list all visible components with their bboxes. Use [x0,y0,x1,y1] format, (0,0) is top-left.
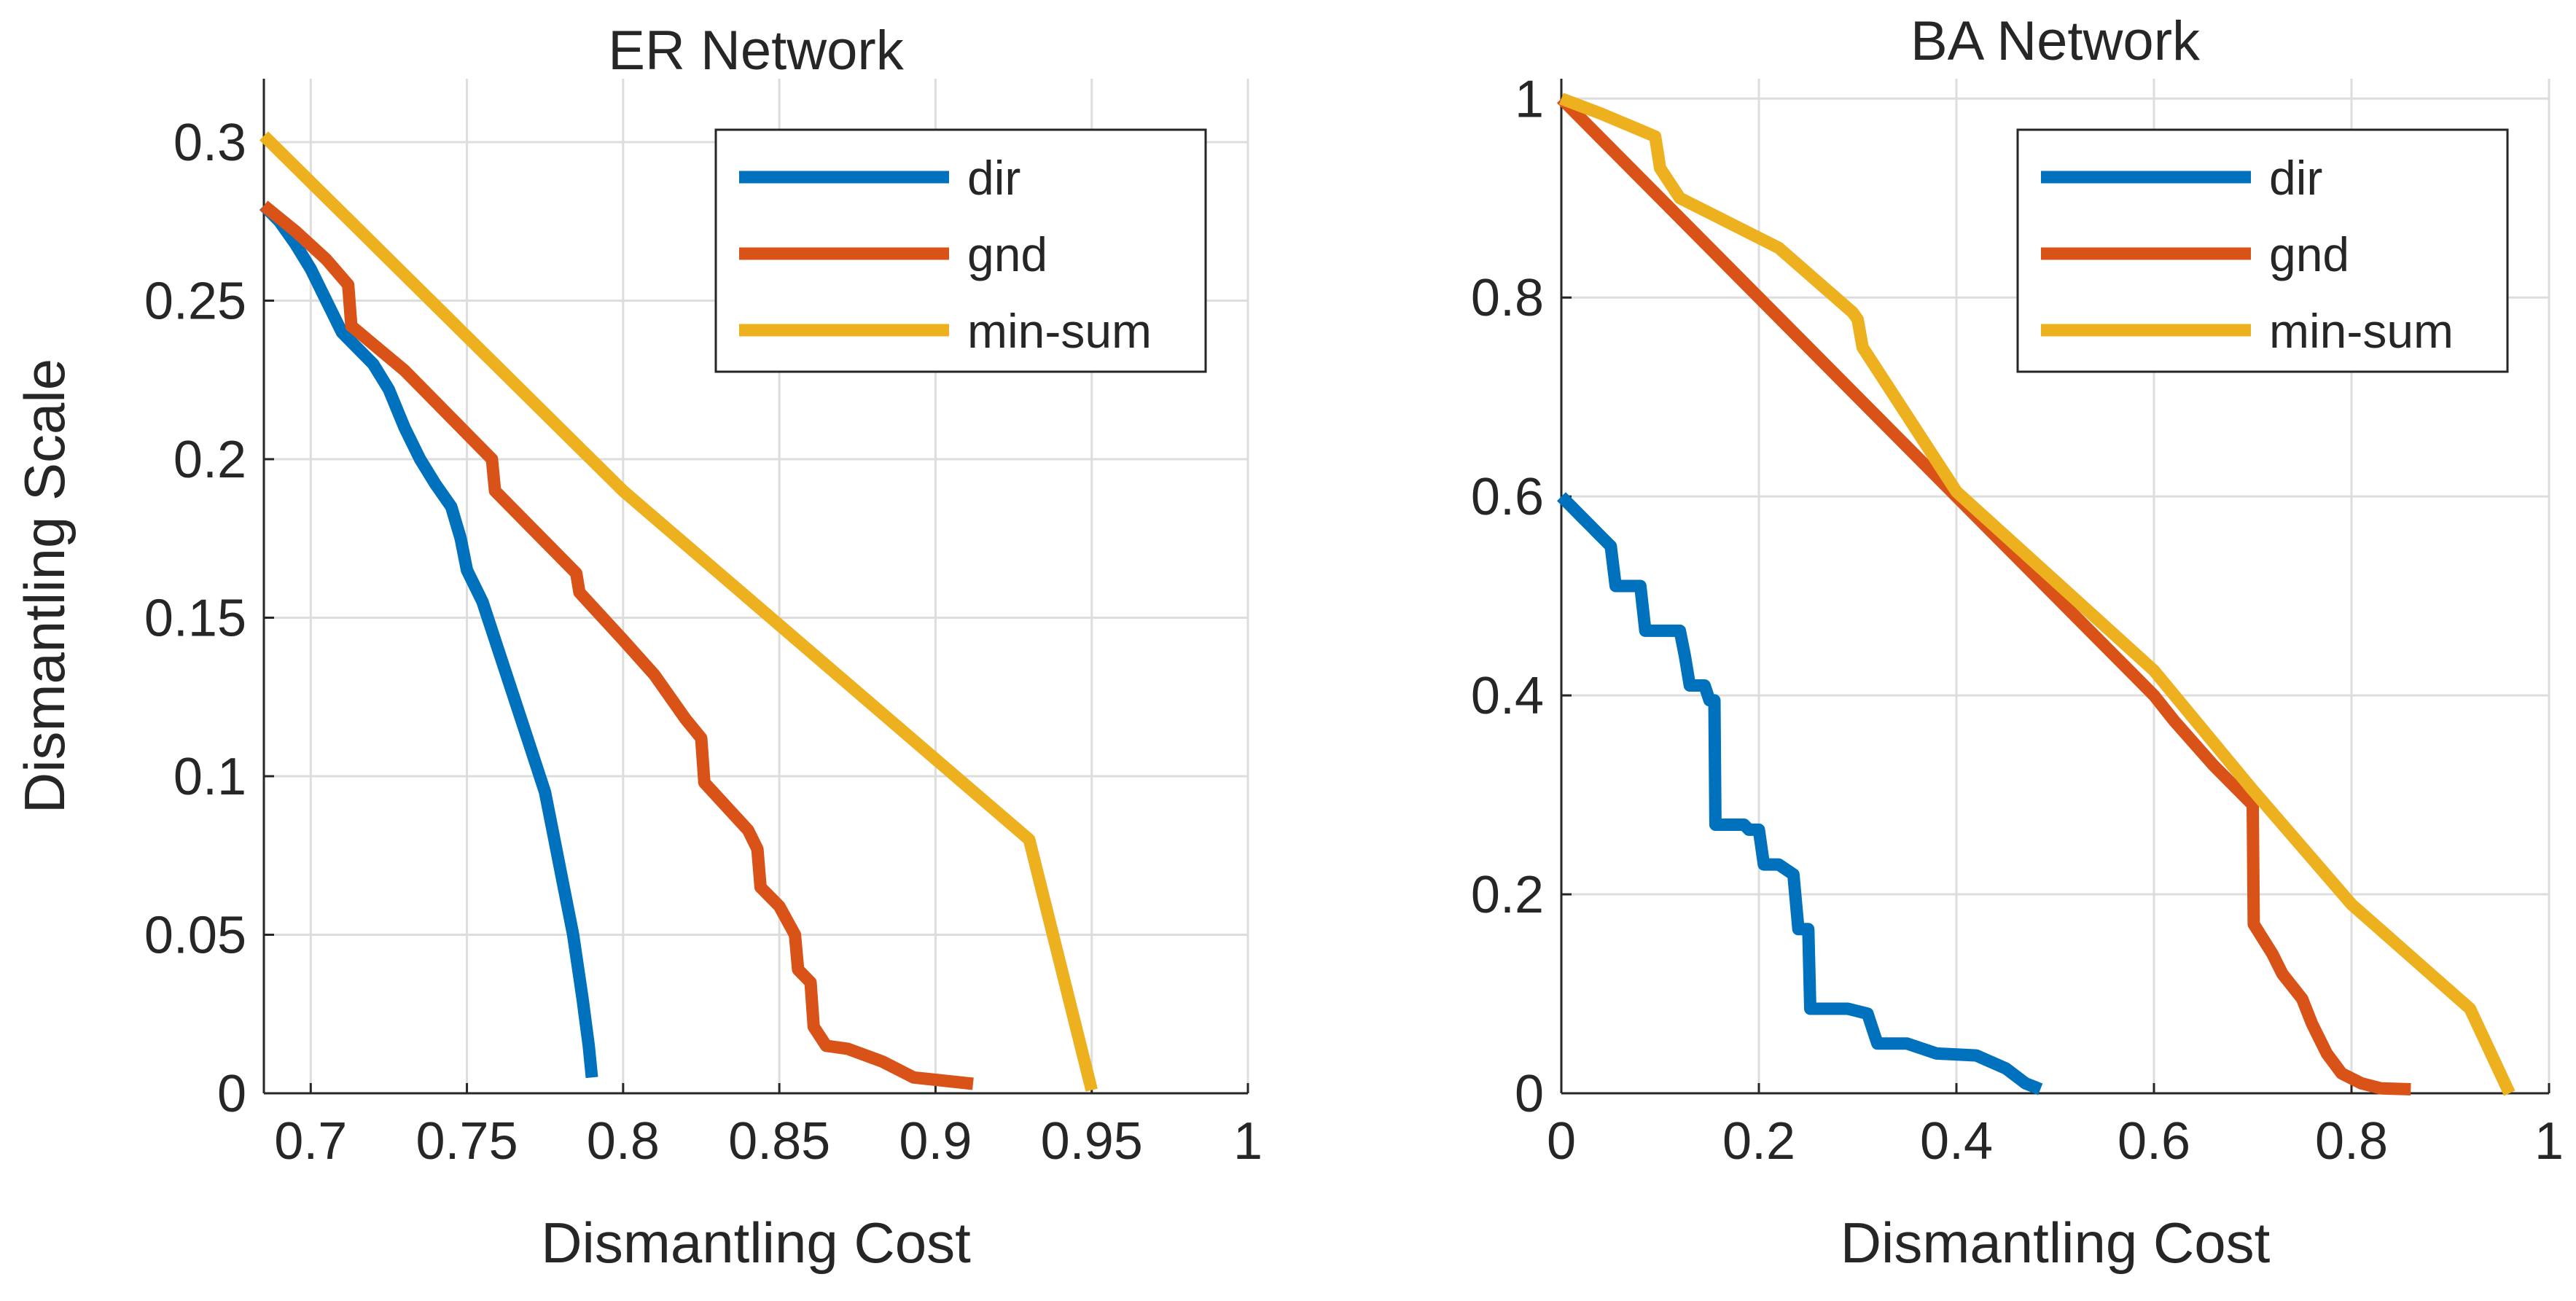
x-tick-label: 0.8 [587,1112,660,1171]
x-tick-label: 1 [2534,1112,2564,1171]
y-tick-label: 1 [1515,70,1544,128]
y-tick-label: 0.3 [173,114,246,172]
y-tick-label: 0.2 [173,431,246,489]
legend: dir gnd min-sum [714,128,1207,373]
y-tick-label: 0.15 [144,590,246,648]
legend-label: gnd [967,227,1047,281]
x-tick-label: 0.7 [274,1112,347,1171]
x-tick-label: 0.85 [728,1112,830,1171]
y-tick-label: 0 [1515,1065,1544,1123]
y-tick-label: 0.25 [144,273,246,331]
ba-network-chart: 0 0.2 0.4 0.6 0.8 1 0 0.2 0.4 0.6 0.8 1 BA Network Di… [1471,10,2564,1275]
x-tick-label: 0.4 [1920,1112,1993,1171]
x-tick-label: 0.9 [899,1112,972,1171]
chart-title: BA Network [1910,10,2201,72]
x-tick-label: 0.6 [2118,1112,2190,1171]
legend: dir gnd min-sum [2016,128,2509,373]
x-axis-label: Dismantling Cost [1841,1211,2271,1275]
x-tick-label: 1 [1233,1112,1262,1171]
x-tick-label: 0.2 [1722,1112,1795,1171]
y-tick-label: 0.4 [1471,667,1544,725]
legend-label: gnd [2269,227,2349,281]
legend-label: min-sum [967,304,1152,358]
series-line-dir [259,201,598,1079]
legend-label: dir [2269,151,2322,205]
x-tick-label: 0.95 [1041,1112,1143,1171]
er-network-chart: 0.7 0.75 0.8 0.85 0.9 0.95 1 0 0.05 0.1 0.15 0.2 0.2… [12,20,1262,1275]
y-tick-label: 0.6 [1471,468,1544,526]
y-axis-label: Dismantling Scale [12,359,77,813]
x-axis-label: Dismantling Cost [541,1211,971,1275]
x-tick-label: 0.75 [416,1112,518,1171]
series-line-gnd [259,200,974,1090]
chart-title: ER Network [608,20,904,82]
y-tick-label: 0.05 [144,907,246,965]
series-line-min-sum [259,131,1098,1092]
series-line-dir [1556,492,2043,1095]
series-line-min-sum [1558,93,2515,1096]
x-tick-label: 0 [1547,1112,1576,1171]
y-tick-label: 0.2 [1471,866,1544,924]
y-tick-label: 0.1 [173,748,246,806]
legend-label: min-sum [2269,304,2454,358]
y-tick-label: 0 [217,1065,246,1123]
y-tick-label: 0.8 [1471,269,1544,327]
series-line-gnd [1556,94,2411,1095]
x-tick-label: 0.8 [2315,1112,2388,1171]
legend-label: dir [967,151,1020,205]
